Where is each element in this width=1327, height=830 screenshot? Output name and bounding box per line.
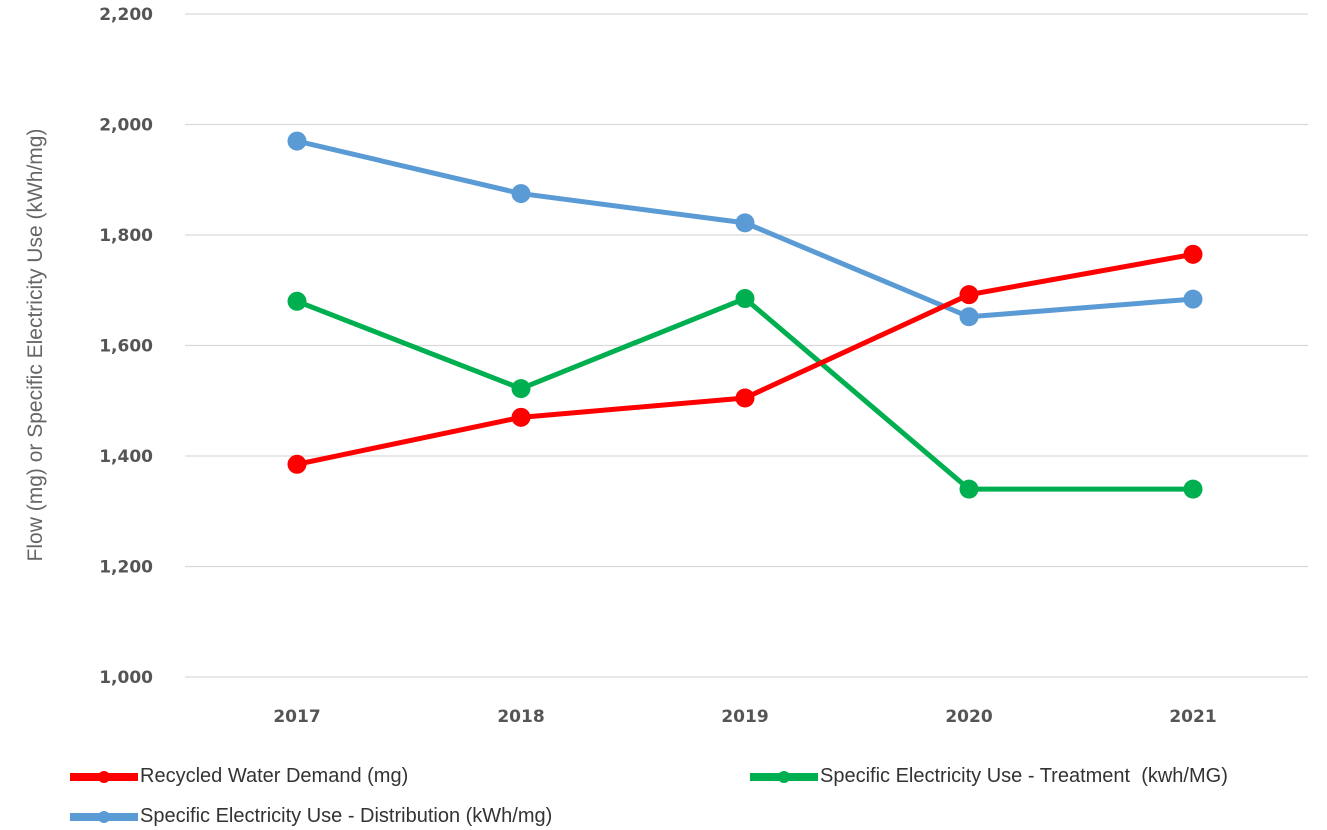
x-tick-label: 2019: [721, 707, 768, 727]
data-point: [287, 454, 307, 474]
legend-swatch-red: [70, 767, 138, 787]
data-point: [735, 388, 755, 408]
series-line: [296, 251, 1194, 467]
legend-label: Specific Electricity Use - Treatment (kw…: [820, 765, 1228, 787]
y-tick-label: 1,800: [99, 226, 153, 246]
data-point: [511, 407, 531, 427]
data-point: [511, 379, 531, 399]
y-tick-label: 1,600: [99, 337, 153, 357]
data-point: [959, 285, 979, 305]
x-tick-label: 2017: [273, 707, 320, 727]
data-point: [1183, 244, 1203, 264]
data-point: [735, 289, 755, 309]
data-point: [287, 291, 307, 311]
gridlines: [185, 13, 1308, 678]
y-tick-label: 1,400: [99, 447, 153, 467]
x-tick-label: 2021: [1169, 707, 1216, 727]
legend-item-electricity-distribution: Specific Electricity Use - Distribution …: [70, 805, 552, 828]
line-chart: 1,000 1,200 1,400 1,600 1,800 2,000 2,200 2017…: [24, 5, 1308, 727]
legend-item-electricity-treatment: Specific Electricity Use - Treatment (kw…: [750, 765, 1228, 788]
x-axis-ticks: 2017 2018 2019 2020 2021: [273, 707, 1216, 727]
legend-item-recycled-water-demand: Recycled Water Demand (mg): [70, 765, 408, 788]
data-point: [287, 131, 307, 151]
legend-label: Recycled Water Demand (mg): [140, 765, 409, 787]
y-axis-title: Flow (mg) or Specific Electricity Use (k…: [24, 129, 47, 562]
x-tick-label: 2020: [945, 707, 992, 727]
legend-swatch-blue: [70, 807, 138, 827]
data-point: [735, 213, 755, 233]
legend-swatch-green: [750, 767, 818, 787]
x-tick-label: 2018: [497, 707, 544, 727]
series-lines: [296, 138, 1194, 492]
data-point: [1183, 479, 1203, 499]
data-point: [959, 307, 979, 327]
data-point: [511, 184, 531, 204]
legend-label: Specific Electricity Use - Distribution …: [140, 805, 553, 827]
y-axis-ticks: 1,000 1,200 1,400 1,600 1,800 2,000 2,200: [99, 5, 153, 688]
y-tick-label: 2,000: [99, 116, 153, 136]
y-tick-label: 1,200: [99, 558, 153, 578]
series-points: [287, 131, 1203, 499]
data-point: [959, 479, 979, 499]
data-point: [1183, 289, 1203, 309]
y-tick-label: 1,000: [99, 668, 153, 688]
y-tick-label: 2,200: [99, 5, 153, 25]
